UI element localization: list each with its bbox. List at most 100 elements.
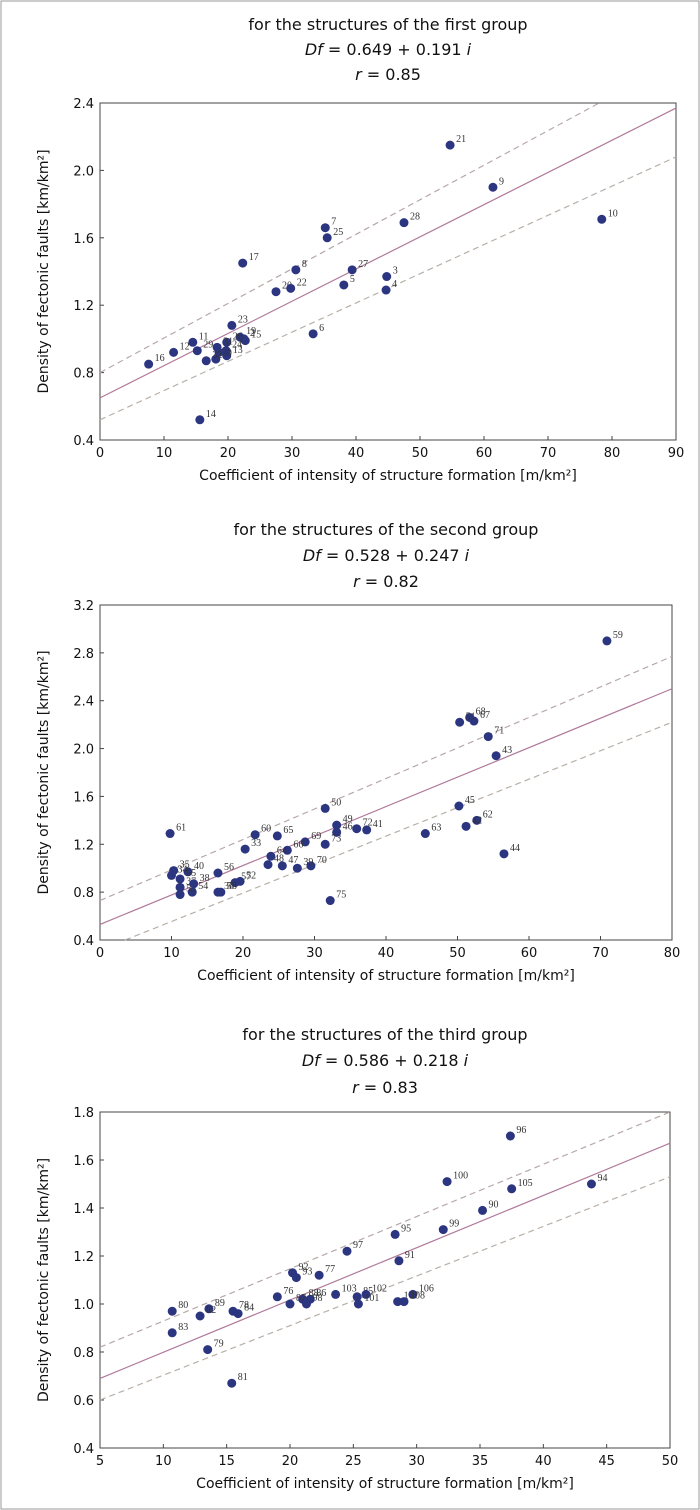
x-tick-label: 50 (412, 446, 429, 461)
data-point (240, 336, 250, 346)
y-axis-label: Density of fectonic faults [km/km²] (36, 1158, 52, 1402)
y-tick-label: 0.8 (73, 886, 94, 901)
data-point (472, 815, 482, 825)
data-point (381, 285, 391, 295)
equation-part: = 0.528 + 0.247 (321, 546, 465, 565)
fit-line (99, 1111, 671, 1348)
point-label: 79 (214, 1339, 224, 1350)
x-tick-label: 35 (472, 1454, 489, 1469)
point-label: 21 (456, 134, 466, 145)
y-axis-label: Density of fectonic faults [km/km²] (36, 149, 52, 393)
data-point (308, 329, 318, 339)
x-tick-label: 20 (282, 1454, 299, 1469)
x-tick-label: 20 (235, 946, 252, 961)
point-label: 46 (343, 821, 353, 832)
x-tick-label: 15 (218, 1454, 235, 1469)
plot-frame (99, 102, 677, 441)
fit-line (99, 655, 673, 902)
y-tick-label: 0.8 (73, 367, 94, 382)
data-point (332, 827, 342, 837)
data-point (277, 861, 287, 871)
point-label: 83 (178, 1322, 188, 1333)
x-tick-label: 30 (408, 1454, 425, 1469)
data-point (390, 1229, 400, 1239)
point-label: 65 (283, 825, 293, 836)
x-tick-label: 80 (664, 946, 681, 961)
x-tick-label: 10 (155, 1454, 172, 1469)
point-label: 27 (358, 259, 368, 270)
point-label: 58 (227, 881, 237, 892)
correlation: r = 0.82 (353, 572, 419, 591)
x-tick-label: 45 (598, 1454, 615, 1469)
x-axis-label: Coefficient of intensity of structure fo… (199, 468, 577, 484)
correlation-part: r (355, 65, 363, 84)
point-label: 75 (336, 890, 346, 901)
y-tick-label: 1.2 (73, 1250, 94, 1265)
point-label: 100 (453, 1171, 468, 1182)
point-label: 17 (249, 252, 259, 263)
data-point (438, 1225, 448, 1235)
data-point (195, 1311, 205, 1321)
point-label: 16 (155, 353, 165, 364)
point-label: 19 (246, 326, 256, 337)
point-label: 62 (483, 809, 493, 820)
point-label: 78 (239, 1300, 249, 1311)
point-label: 103 (342, 1283, 357, 1294)
data-point (442, 1177, 452, 1187)
data-point (286, 283, 296, 293)
chart-title: for the structures of the first group (248, 15, 527, 34)
point-label: 55 (186, 868, 196, 879)
data-point (175, 874, 185, 884)
point-label: 73 (331, 833, 341, 844)
equation-part: i (467, 40, 472, 59)
point-label: 88 (309, 1288, 319, 1299)
point-label: 26 (233, 331, 243, 342)
data-point (342, 1246, 352, 1256)
y-tick-label: 2.4 (73, 695, 94, 710)
equation-part: i (464, 1051, 469, 1070)
point-label: 81 (238, 1372, 248, 1383)
equation-part: = 0.586 + 0.218 (320, 1051, 464, 1070)
x-axis-label: Coefficient of intensity of structure fo… (197, 968, 575, 984)
data-point (167, 1306, 177, 1316)
data-point (175, 882, 185, 892)
point-label: 32 (212, 350, 222, 361)
point-label: 50 (331, 797, 341, 808)
y-axis-label: Density of fectonic faults [km/km²] (36, 650, 52, 894)
y-tick-label: 0.4 (73, 1442, 94, 1457)
point-label: 33 (251, 838, 261, 849)
point-label: 14 (206, 409, 216, 420)
data-point (320, 803, 330, 813)
x-tick-label: 50 (449, 946, 466, 961)
data-point (201, 356, 211, 366)
point-label: 99 (449, 1219, 459, 1230)
data-point (361, 1289, 371, 1299)
data-point (394, 1256, 404, 1266)
correlation-part: = 0.82 (360, 572, 419, 591)
fit-line (99, 1142, 671, 1379)
fit-line (99, 107, 677, 399)
point-label: 61 (176, 823, 186, 834)
x-axis-label: Coefficient of intensity of structure fo… (196, 1476, 574, 1492)
data-point (222, 337, 232, 347)
equation-part: = 0.649 + 0.191 (323, 40, 467, 59)
data-point (339, 280, 349, 290)
correlation-part: r (353, 572, 361, 591)
point-label: 30 (222, 348, 232, 359)
y-tick-label: 0.4 (73, 934, 94, 949)
point-label: 52 (246, 870, 256, 881)
data-point (352, 824, 362, 834)
point-label: 67 (480, 710, 490, 721)
x-tick-label: 25 (345, 1454, 362, 1469)
point-label: 72 (363, 818, 373, 829)
x-tick-label: 40 (535, 1454, 552, 1469)
data-point (266, 851, 276, 861)
point-label: 45 (465, 795, 475, 806)
correlation-part: = 0.85 (362, 65, 421, 84)
point-label: 101 (364, 1293, 379, 1304)
data-point (491, 751, 501, 761)
data-point (188, 337, 198, 347)
point-label: 23 (238, 314, 248, 325)
data-point (240, 844, 250, 854)
